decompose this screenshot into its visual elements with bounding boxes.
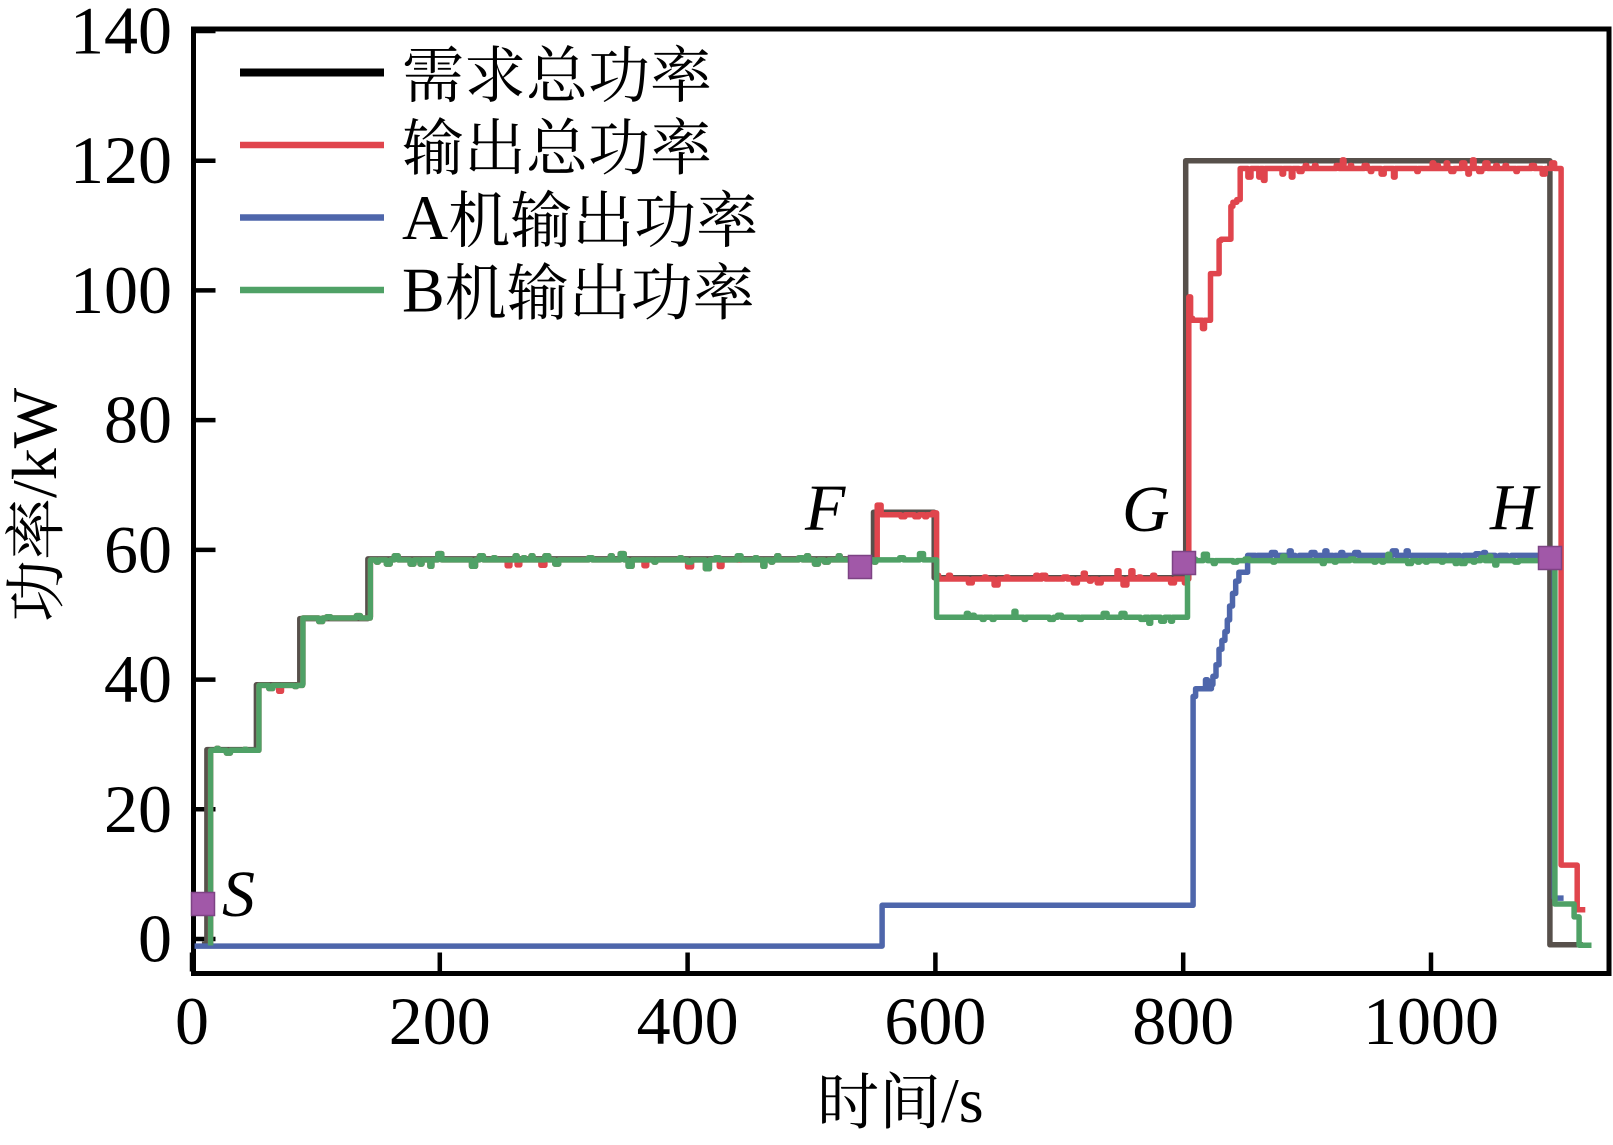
svg-text:200: 200 xyxy=(389,983,491,1059)
svg-text:/s: /s xyxy=(941,1065,984,1136)
svg-text:G: G xyxy=(1122,473,1170,546)
svg-text:100: 100 xyxy=(70,252,172,328)
svg-text:1000: 1000 xyxy=(1363,983,1499,1059)
svg-text:S: S xyxy=(222,858,255,931)
svg-text:F: F xyxy=(804,472,846,545)
svg-text:120: 120 xyxy=(70,122,172,198)
svg-text:20: 20 xyxy=(104,771,172,847)
svg-text:800: 800 xyxy=(1132,983,1234,1059)
svg-text:H: H xyxy=(1489,471,1541,544)
svg-text:A: A xyxy=(402,182,448,253)
svg-text:600: 600 xyxy=(884,983,986,1059)
svg-text:0: 0 xyxy=(138,901,172,977)
svg-text:40: 40 xyxy=(104,641,172,717)
svg-text:B: B xyxy=(402,255,445,326)
svg-text:/kW: /kW xyxy=(0,387,70,498)
svg-text:0: 0 xyxy=(175,983,209,1059)
svg-text:60: 60 xyxy=(104,511,172,587)
svg-text:80: 80 xyxy=(104,382,172,458)
svg-text:140: 140 xyxy=(70,0,172,69)
svg-text:400: 400 xyxy=(637,983,739,1059)
